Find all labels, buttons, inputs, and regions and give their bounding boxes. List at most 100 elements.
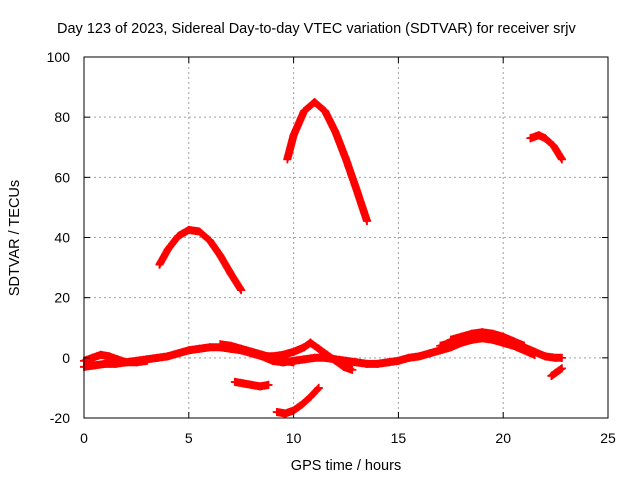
y-ticks: -20 0 20 40 60 80 100 [47, 49, 608, 426]
data-point [362, 359, 371, 368]
series-marker-path [526, 131, 566, 164]
data-point [283, 155, 292, 164]
data-point [96, 350, 105, 359]
data-point [534, 131, 543, 140]
y-tick-label: 20 [54, 290, 70, 306]
data-point [237, 344, 246, 353]
data-point [499, 338, 508, 347]
data-point [226, 269, 235, 278]
data-point [478, 334, 487, 343]
data-point [352, 358, 361, 367]
data-point [279, 350, 288, 359]
data-point [153, 353, 162, 362]
data-point [394, 356, 403, 365]
data-point [113, 355, 122, 364]
data-point [174, 231, 183, 240]
data-point [331, 356, 340, 365]
data-point [314, 344, 323, 353]
data-point [520, 346, 529, 355]
series-arc-7 [80, 350, 151, 367]
series-marker-path [155, 226, 246, 295]
data-point [289, 131, 298, 140]
data-point [306, 338, 315, 347]
x-tick-label: 0 [80, 430, 88, 446]
y-tick-label: 100 [47, 49, 71, 65]
data-point [547, 371, 556, 380]
data-point [509, 341, 518, 350]
y-axis-label: SDTVAR / TECUs [7, 180, 23, 296]
data-point [415, 352, 424, 361]
data-point [310, 98, 319, 107]
data-point [289, 358, 298, 367]
data-point [530, 350, 539, 359]
data-point [205, 236, 214, 245]
data-point [132, 358, 141, 367]
data-point [297, 400, 306, 409]
data-point [90, 361, 99, 370]
data-point [100, 359, 109, 368]
x-tick-label: 20 [495, 430, 511, 446]
data-point [230, 377, 239, 386]
data-point [300, 107, 309, 116]
data-point [339, 362, 348, 371]
data-point [549, 141, 558, 150]
series-arc-1 [155, 225, 246, 295]
data-point [541, 134, 550, 143]
data-point [105, 352, 114, 361]
series-marker-path [283, 98, 371, 225]
series-arc-5 [230, 377, 273, 391]
data-point [268, 352, 277, 361]
series-arc-13 [547, 364, 566, 380]
data-point [373, 359, 382, 368]
data-point [216, 251, 225, 260]
x-tick-label: 15 [391, 430, 407, 446]
data-point [446, 338, 455, 347]
data-point [404, 353, 413, 362]
data-point [557, 353, 566, 362]
data-point [306, 392, 315, 401]
data-point [383, 358, 392, 367]
data-point [457, 337, 466, 346]
data-point [436, 341, 445, 350]
data-point [272, 407, 281, 416]
series-arc-12 [436, 334, 539, 359]
data-point [239, 379, 248, 388]
data-point [258, 352, 267, 361]
data-marks [80, 98, 566, 418]
data-point [352, 185, 361, 194]
data-point [348, 365, 357, 374]
data-point [300, 343, 309, 352]
y-tick-label: 40 [54, 230, 70, 246]
data-point [331, 128, 340, 137]
data-point [247, 380, 256, 389]
data-point [184, 225, 193, 234]
y-tick-label: -20 [50, 410, 70, 426]
data-point [323, 350, 332, 359]
data-point [163, 245, 172, 254]
x-ticks: 0 5 10 15 20 25 [80, 57, 616, 446]
data-point [195, 227, 204, 236]
data-point [142, 356, 151, 365]
data-point [551, 368, 560, 377]
data-point [425, 349, 434, 358]
data-point [321, 107, 330, 116]
data-point [155, 260, 164, 269]
series-arc-2 [283, 98, 371, 225]
data-point [174, 349, 183, 358]
data-point [237, 286, 246, 295]
data-point [184, 346, 193, 355]
data-point [557, 364, 566, 373]
x-tick-label: 5 [185, 430, 193, 446]
data-point [289, 347, 298, 356]
data-point [300, 355, 309, 364]
data-point [557, 155, 566, 164]
series-arc-9 [258, 338, 315, 361]
data-point [467, 335, 476, 344]
series-arc-10 [306, 338, 357, 374]
data-point [526, 134, 535, 143]
data-point [342, 356, 350, 365]
x-tick-label: 10 [286, 430, 302, 446]
series-arc-3 [526, 131, 566, 164]
x-axis-label: GPS time / hours [291, 458, 401, 474]
